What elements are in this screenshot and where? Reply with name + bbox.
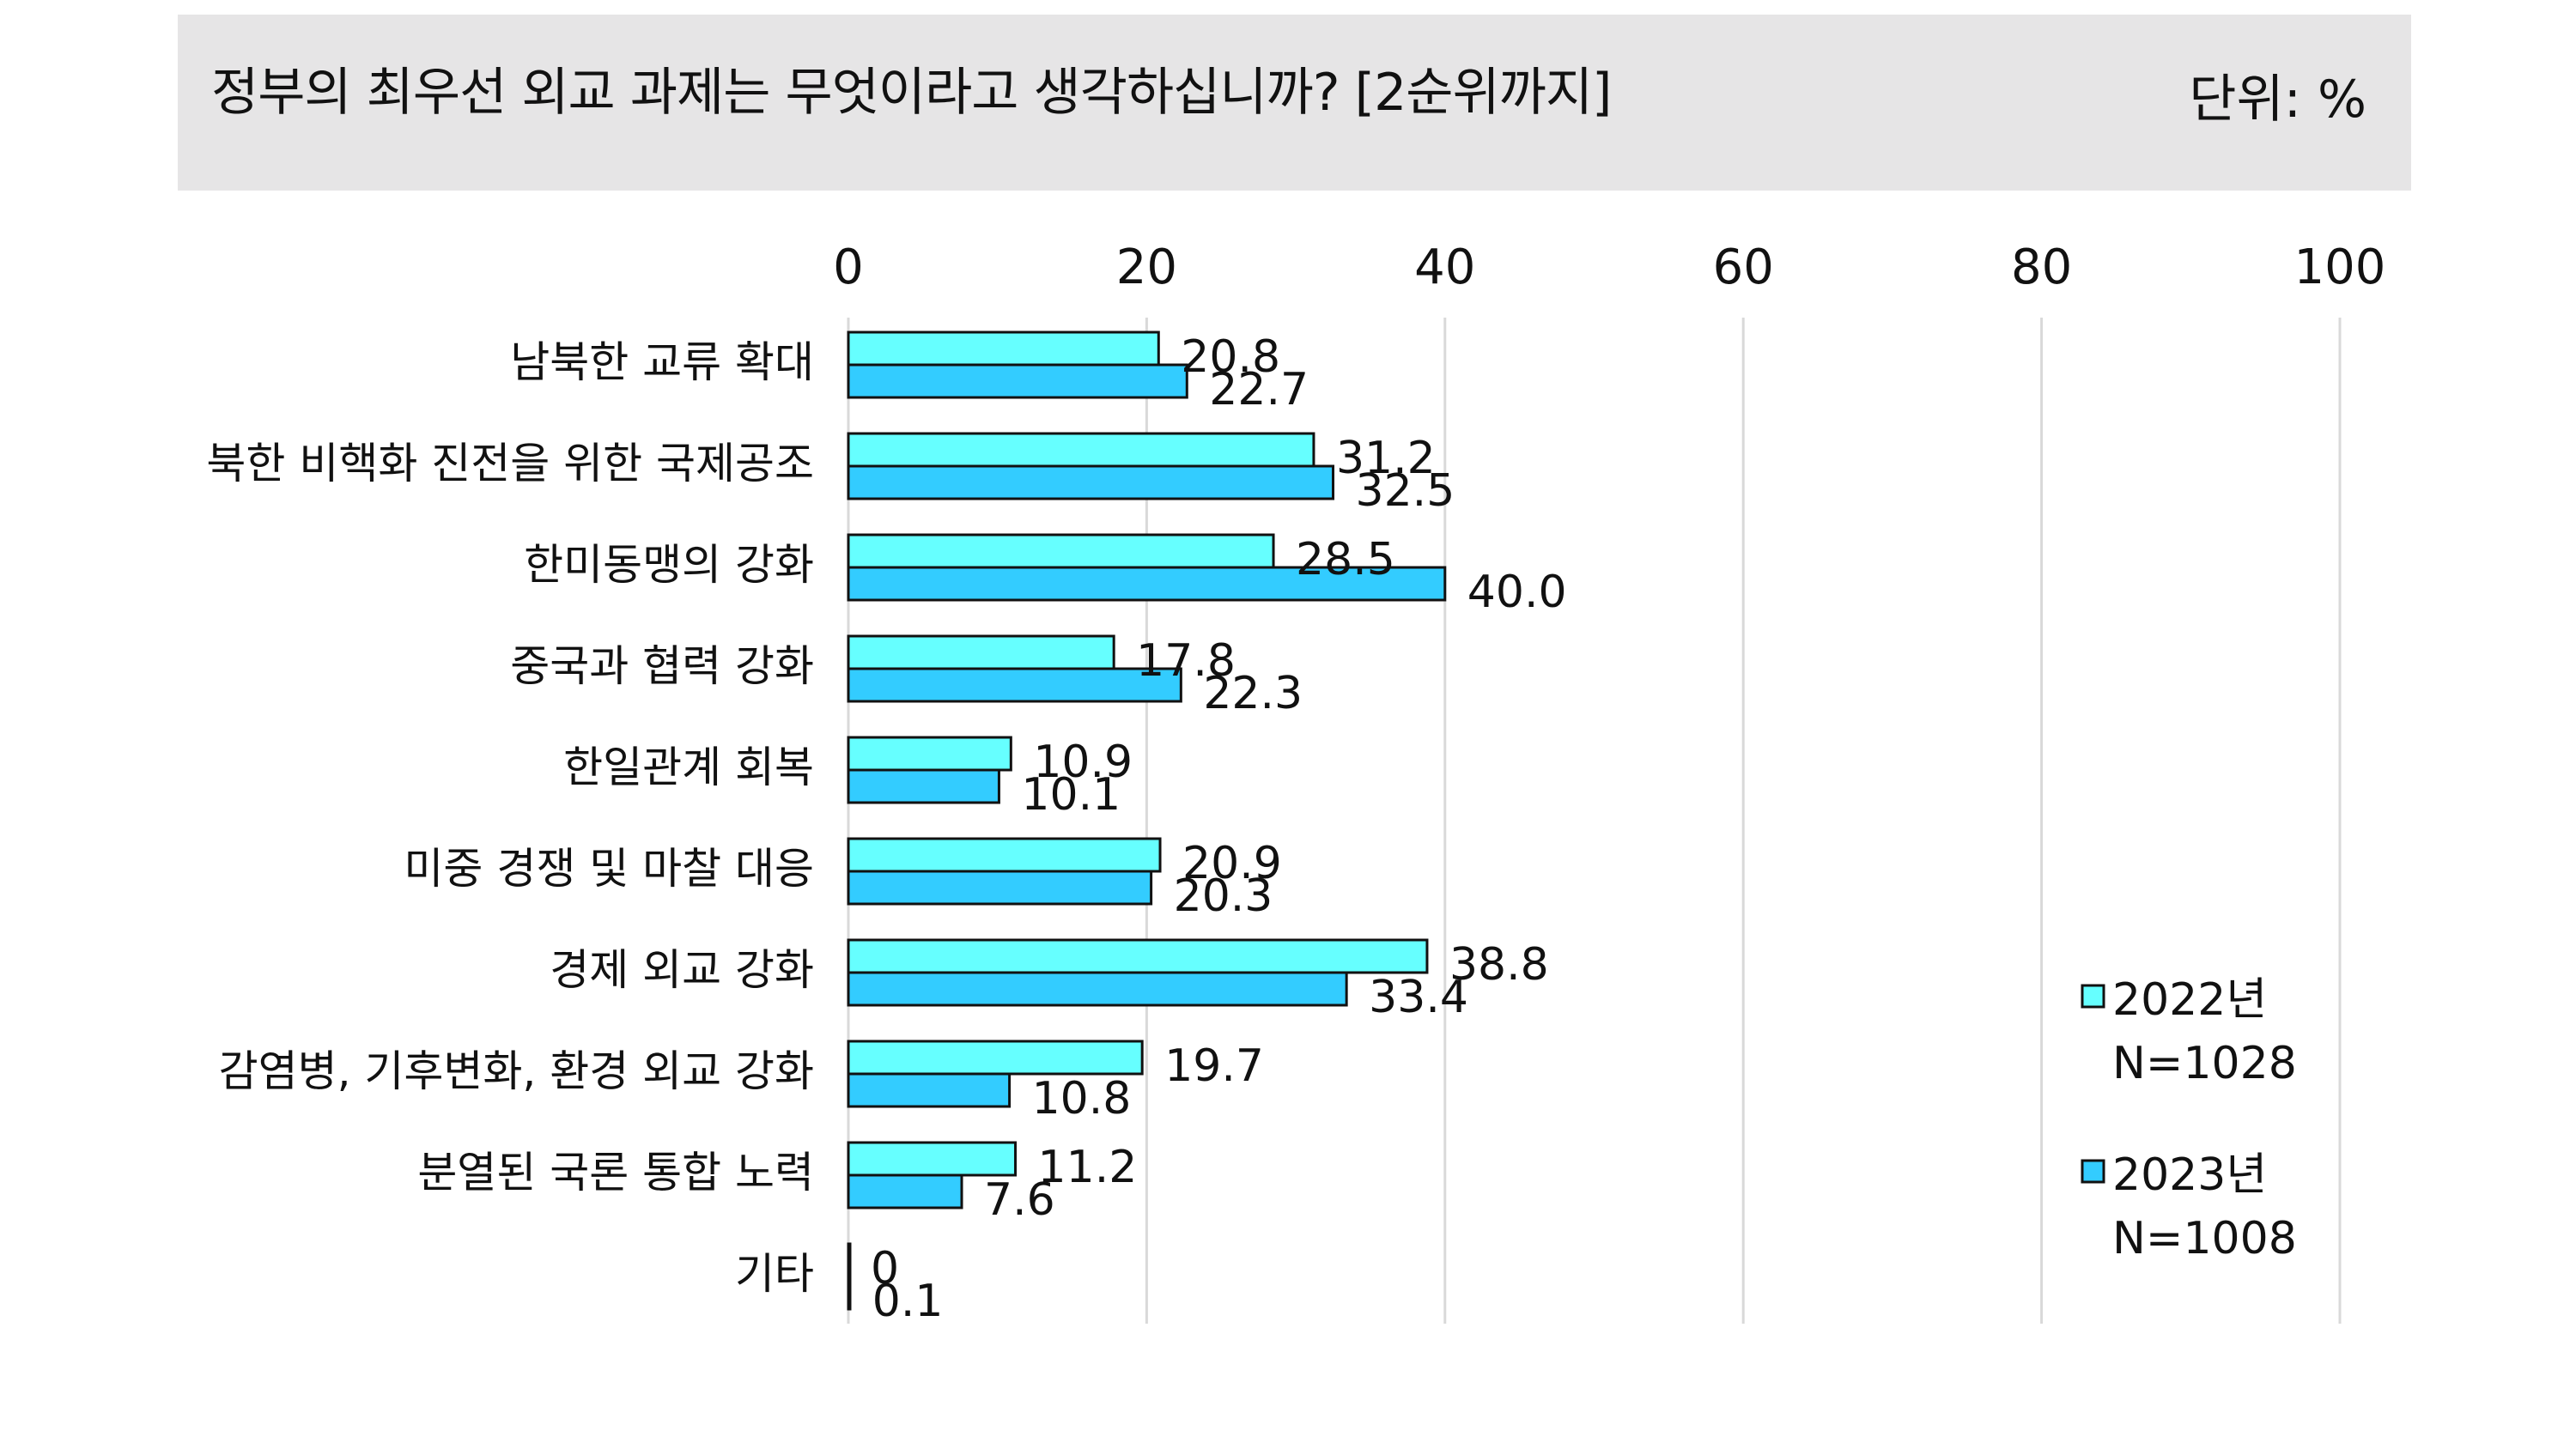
bar-2022 [847,330,1160,367]
bar-2022 [847,938,1429,974]
bar-2023 [847,870,1153,906]
data-label-2022: 10.9 [1033,737,1133,788]
title-bar [178,15,2411,191]
data-label-2023: 10.1 [1021,769,1121,821]
data-label-2023: 32.5 [1356,465,1455,517]
x-tick-label: 0 [833,239,864,295]
data-label-2022: 28.5 [1296,534,1395,585]
category-label: 분열된 국론 통합 노력 [417,1148,814,1197]
x-tick-label: 80 [2011,239,2072,295]
legend-sample-2023: N=1008 [2112,1213,2297,1264]
data-label-2023: 22.7 [1209,364,1309,415]
data-label-2023: 7.6 [984,1174,1055,1226]
bar-2023 [847,1173,963,1210]
legend-swatch-2022 [2081,984,2105,1009]
legend: 2022년 N=1028 2023년 N=1008 [2081,974,2297,1264]
bar-2023 [847,566,1447,602]
data-label-2023: 0.1 [872,1276,944,1327]
bar-2022 [847,634,1115,670]
legend-swatch-2023 [2081,1159,2105,1184]
category-label: 경제 외교 강화 [550,945,814,995]
category-label: 중국과 협력 강화 [510,641,814,691]
x-tick-label: 40 [1414,239,1475,295]
bar-2023 [847,363,1188,399]
data-label-2023: 40.0 [1467,567,1567,618]
legend-label-2022: 2022년 [2112,974,2267,1026]
category-label: 한일관계 회복 [563,743,814,792]
data-label-2022: 20.8 [1181,331,1280,383]
bar-2022 [847,736,1012,772]
data-label-2022: 38.8 [1449,939,1549,991]
chart-title: 정부의 최우선 외교 과제는 무엇이라고 생각하십니까? [2순위까지] [211,63,1612,123]
category-label: 미중 경쟁 및 마찰 대응 [404,844,814,894]
data-label-2022: 0 [871,1243,899,1294]
category-label: 한미동맹의 강화 [524,540,814,590]
bar-2022 [847,533,1275,569]
bar-2022 [847,432,1315,468]
bar-2022 [847,1141,1018,1177]
data-label-2022: 31.2 [1336,433,1436,484]
data-labels: 20.822.7 31.232.5 28.5 40.0 17.822.3 10.910.1… [871,331,1567,1327]
category-label: 감염병, 기후변화, 환경 외교 강화 [219,1046,814,1096]
bar-2023 [847,1072,1012,1108]
data-label-2023: 10.8 [1032,1073,1132,1125]
data-label-2023: 33.4 [1369,972,1468,1023]
category-label: 남북한 교류 확대 [510,337,814,387]
bar-2023 [847,667,1182,703]
data-label-2023: 20.3 [1174,870,1273,922]
data-label-2022: 19.7 [1164,1040,1264,1092]
x-tick-label: 20 [1116,239,1177,295]
category-label: 기타 [735,1249,814,1299]
bar-2022 [847,1040,1144,1076]
x-tick-label: 100 [2294,239,2386,295]
legend-label-2023: 2023년 [2112,1149,2267,1201]
bar-2023 [847,768,1000,804]
x-axis-ticks: 0 20 40 60 80 100 [833,239,2385,295]
bar-2022 [847,1242,852,1278]
data-label-2022: 20.9 [1182,838,1282,889]
bar-2023 [847,1275,852,1311]
chart-unit: 단위: % [2189,70,2366,130]
bar-2023 [847,971,1348,1007]
bar-2023 [847,464,1335,500]
x-tick-label: 60 [1713,239,1774,295]
bar-2022 [847,837,1162,873]
data-label-2023: 22.3 [1203,668,1303,719]
legend-sample-2022: N=1028 [2112,1038,2297,1089]
category-label: 북한 비핵화 진전을 위한 국제공조 [206,439,814,488]
data-label-2022: 11.2 [1038,1142,1138,1193]
bars [847,330,1447,1311]
data-label-2022: 17.8 [1136,635,1236,687]
